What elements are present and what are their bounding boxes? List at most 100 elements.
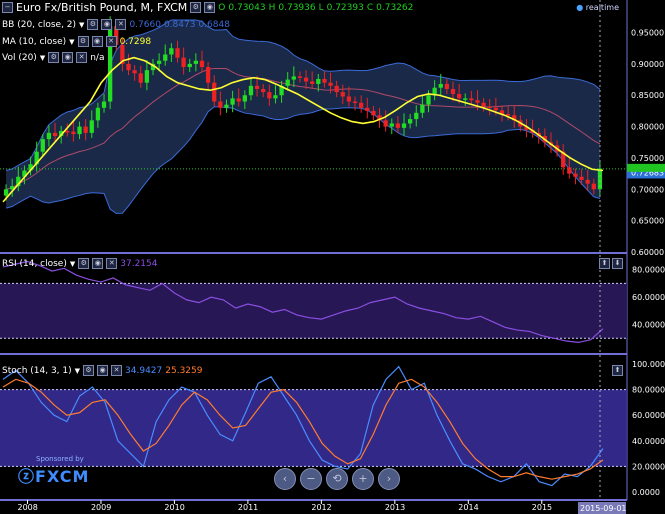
candle-body <box>297 76 303 78</box>
pane-down-icon[interactable]: ⬇ <box>612 258 623 269</box>
candle-body <box>193 60 198 64</box>
rsi-label[interactable]: RSI (14, close) <box>2 258 67 269</box>
current-time-badge <box>578 502 626 514</box>
candle-body <box>383 120 388 127</box>
settings-icon[interactable]: ⚙ <box>190 2 202 13</box>
candle-body <box>34 151 39 165</box>
pane-up-icon[interactable]: ⬆ <box>612 365 623 376</box>
bollinger-lower <box>5 106 601 214</box>
open-value: 0.73043 <box>228 2 266 13</box>
candle-body <box>205 67 211 83</box>
sponsor-logo[interactable]: Sponsored by ⓩFXCM <box>18 455 89 487</box>
eye-icon[interactable]: ◉ <box>92 258 104 269</box>
rsi-value: 37.2154 <box>120 258 158 269</box>
candle-body <box>59 130 64 136</box>
settings-icon[interactable]: ⚙ <box>78 258 90 269</box>
scroll-right-button[interactable]: › <box>378 468 400 490</box>
ma-label[interactable]: MA (10, close) <box>2 36 67 47</box>
close-value: 0.73262 <box>376 2 414 13</box>
candle-body <box>236 98 241 102</box>
high-label: H <box>268 2 276 13</box>
candle-body <box>401 123 407 128</box>
scroll-left-button[interactable]: ‹ <box>274 468 296 490</box>
candle-body <box>316 78 321 84</box>
close-icon[interactable]: ✕ <box>115 19 127 30</box>
chevron-down-icon[interactable]: ▼ <box>69 37 75 46</box>
stoch-tick-label: 0.0000 <box>632 488 660 497</box>
close-icon[interactable]: ✕ <box>106 258 118 269</box>
candle-body <box>303 77 309 82</box>
chevron-down-icon[interactable]: ▼ <box>69 259 76 268</box>
stoch-tick-label: 100.0000 <box>632 360 665 369</box>
candle-body <box>169 48 174 55</box>
eye-icon[interactable]: ◉ <box>204 2 216 13</box>
chevron-down-icon[interactable]: ▼ <box>74 366 81 375</box>
candle-body <box>579 176 584 180</box>
time-tick-label: 2011 <box>238 503 258 512</box>
candle-body <box>322 78 327 83</box>
candle-body <box>212 82 217 102</box>
candle-body <box>267 92 272 99</box>
candle-body <box>414 112 419 120</box>
bb-label[interactable]: BB (20, close, 2) <box>2 19 77 30</box>
close-icon[interactable]: ✕ <box>111 365 123 376</box>
rsi-line <box>2 260 604 344</box>
stoch-d-line <box>2 378 604 480</box>
vol-label[interactable]: Vol (20) <box>2 52 37 63</box>
candle-body <box>352 101 358 104</box>
candle-body <box>40 139 45 152</box>
current-price-label: 0.72683 <box>631 168 664 177</box>
sponsor-brand: FXCM <box>35 467 90 486</box>
candle-body <box>242 95 247 102</box>
close-icon[interactable]: ✕ <box>105 36 117 47</box>
candle-body <box>493 107 498 111</box>
candle-body <box>224 104 229 108</box>
zoom-in-button[interactable]: + <box>352 468 374 490</box>
chevron-down-icon[interactable]: ▼ <box>39 53 46 62</box>
eye-icon[interactable]: ◉ <box>91 36 103 47</box>
time-tick-label: 2015 <box>532 503 552 512</box>
settings-icon[interactable]: ⚙ <box>48 52 60 63</box>
candle-body <box>567 167 572 174</box>
stoch-tick-label: 20.0000 <box>632 462 665 471</box>
candle-body <box>291 76 296 80</box>
realtime-dot-icon: ● <box>576 3 584 12</box>
eye-icon[interactable]: ◉ <box>101 19 113 30</box>
candle-body <box>46 132 52 140</box>
fxcm-icon: ⓩ <box>18 467 36 486</box>
candle-body <box>585 179 590 184</box>
candle-body <box>77 126 82 135</box>
eye-icon[interactable]: ◉ <box>97 365 109 376</box>
close-icon[interactable]: ✕ <box>76 52 88 63</box>
zoom-out-button[interactable]: − <box>300 468 322 490</box>
candle-body <box>285 79 290 86</box>
pane-up-icon[interactable]: ⬆ <box>599 258 610 269</box>
candle-body <box>395 123 401 128</box>
candle-body <box>254 85 260 89</box>
candle-body <box>561 151 566 168</box>
reset-button[interactable]: ⟲ <box>326 468 348 490</box>
eye-icon[interactable]: ◉ <box>62 52 74 63</box>
collapse-icon[interactable]: − <box>2 2 13 13</box>
candle-body <box>573 173 578 177</box>
low-label: L <box>318 2 324 13</box>
candle-body <box>120 45 125 64</box>
candle-body <box>83 126 88 133</box>
settings-icon[interactable]: ⚙ <box>87 19 99 30</box>
price-tick-label: 0.95000 <box>631 29 664 38</box>
close-price-badge <box>627 163 665 172</box>
candle-body <box>512 115 517 121</box>
candle-body <box>230 98 235 105</box>
candle-body <box>273 95 278 99</box>
candle-body <box>334 85 339 93</box>
candle-body <box>218 101 223 108</box>
candle-body <box>132 70 137 74</box>
time-tick-label: 2012 <box>311 503 331 512</box>
rsi-tick-label: 40.0000 <box>632 321 665 330</box>
chevron-down-icon[interactable]: ▼ <box>79 20 85 29</box>
settings-icon[interactable]: ⚙ <box>77 36 89 47</box>
stoch-label[interactable]: Stoch (14, 3, 1) <box>2 365 72 376</box>
instrument-title: Euro Fx/British Pound, M, FXCM <box>16 1 188 14</box>
settings-icon[interactable]: ⚙ <box>83 365 95 376</box>
